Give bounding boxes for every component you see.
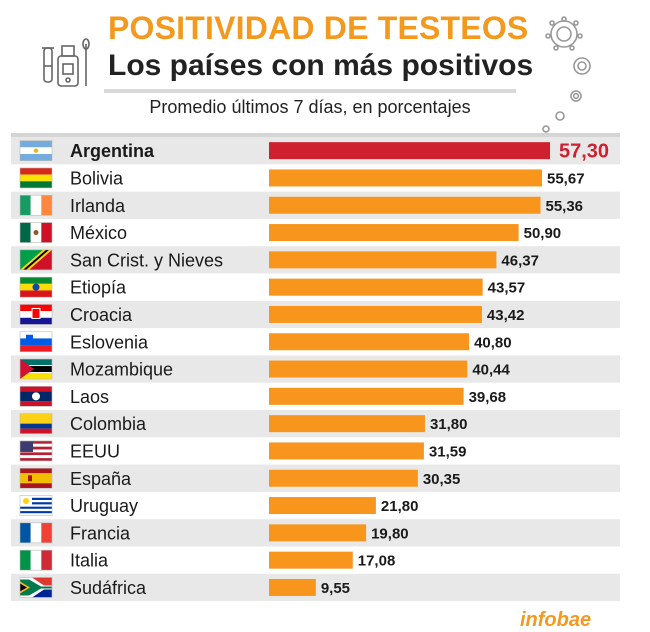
colombia-flag — [19, 413, 53, 434]
bar — [269, 333, 470, 351]
title-underline — [104, 89, 516, 93]
france-flag — [19, 522, 53, 544]
value-label: 9,55 — [321, 580, 350, 597]
value-label: 31,59 — [429, 443, 467, 460]
category-label: Bolivia — [70, 168, 124, 188]
category-label: EEUU — [70, 441, 120, 461]
bar — [269, 360, 468, 378]
category-label: Laos — [70, 387, 109, 407]
value-label: 57,30 — [559, 141, 609, 163]
category-label: Uruguay — [70, 496, 138, 516]
value-label: 21,80 — [381, 498, 419, 515]
value-label: 43,57 — [488, 280, 526, 297]
chart-title: POSITIVIDAD DE TESTEOS — [108, 10, 529, 46]
chart-description: Promedio últimos 7 días, en porcentajes — [149, 97, 471, 117]
value-label: 31,80 — [430, 416, 468, 433]
value-label: 55,67 — [547, 170, 585, 187]
bar — [269, 578, 316, 596]
bar — [269, 524, 367, 542]
value-label: 30,35 — [423, 471, 461, 488]
category-label: Eslovenia — [70, 332, 149, 352]
category-label: Sudáfrica — [70, 578, 147, 598]
category-label: Mozambique — [70, 360, 173, 380]
usa-flag — [19, 440, 53, 462]
bar — [269, 551, 353, 569]
bar — [269, 469, 418, 487]
ethiopia-flag — [19, 276, 53, 298]
value-label: 19,80 — [371, 525, 409, 542]
bar — [269, 169, 543, 187]
value-label: 55,36 — [545, 198, 583, 215]
croatia-flag — [19, 304, 53, 325]
category-label: Argentina — [70, 141, 155, 161]
bar — [269, 497, 376, 515]
uruguay-flag — [19, 495, 53, 516]
mozambique-flag — [19, 358, 53, 380]
argentina-flag — [19, 140, 53, 161]
chart-subtitle: Los países con más positivos — [108, 49, 534, 82]
value-label: 43,42 — [487, 307, 525, 324]
slovenia-flag — [19, 331, 53, 353]
mexico-flag — [19, 222, 53, 243]
bar — [269, 142, 550, 160]
category-label: Irlanda — [70, 196, 126, 216]
bar-chart: Argentina 57,30 Bolivia 55,67 Irlanda 55,36 Mé… — [11, 137, 620, 602]
bar — [269, 251, 497, 269]
value-label: 40,80 — [474, 334, 512, 351]
category-label: Francia — [70, 523, 131, 543]
table-top-rule — [11, 133, 620, 137]
bar — [269, 278, 483, 296]
value-label: 17,08 — [358, 553, 396, 570]
bar — [269, 224, 519, 242]
value-label: 40,44 — [472, 362, 510, 379]
bar — [269, 415, 425, 433]
value-label: 46,37 — [501, 252, 539, 269]
value-label: 50,90 — [524, 225, 562, 242]
category-label: Croacia — [70, 305, 133, 325]
category-label: Etiopía — [70, 278, 127, 298]
category-label: México — [70, 223, 127, 243]
category-label: Italia — [70, 551, 109, 571]
spain-flag — [19, 467, 53, 489]
test-tubes-icon — [42, 38, 90, 87]
bar — [269, 305, 482, 323]
bar — [269, 387, 464, 405]
bar — [269, 196, 541, 214]
category-label: San Crist. y Nieves — [70, 250, 223, 270]
italy-flag — [19, 549, 53, 571]
laos-flag — [19, 386, 53, 407]
bar — [269, 442, 424, 460]
saint-kitts-flag — [19, 249, 53, 271]
ireland-flag — [19, 194, 53, 216]
bolivia-flag — [19, 167, 53, 189]
value-label: 39,68 — [469, 389, 507, 406]
south-africa-flag — [19, 577, 53, 598]
infobae-logo: infobae — [520, 609, 592, 631]
category-label: España — [70, 469, 132, 489]
category-label: Colombia — [70, 414, 147, 434]
virus-icon — [542, 16, 591, 133]
